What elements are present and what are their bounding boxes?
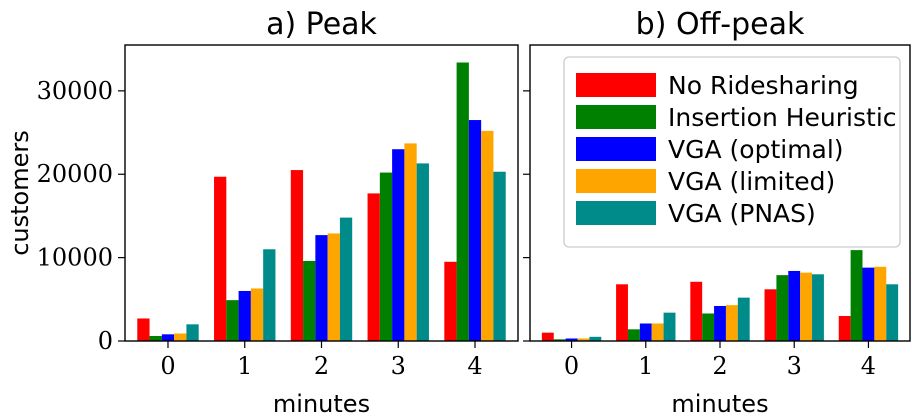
legend-swatch [576, 105, 656, 129]
x-tick-label-peak: 1 [237, 352, 252, 380]
bar-peak-vga-pnas-2 [339, 217, 353, 341]
bar-peak-insertion-heuristic-2 [303, 260, 316, 341]
bar-peak-vga-optimal-2 [315, 235, 328, 341]
bar-off-peak-vga-optimal-2 [714, 305, 726, 341]
chart-title-off-peak: b) Off-peak [636, 7, 805, 42]
bar-off-peak-insertion-heuristic-2 [702, 313, 715, 341]
legend-swatch [576, 201, 656, 225]
bar-peak-vga-limited-4 [481, 130, 494, 341]
bar-off-peak-vga-pnas-2 [737, 297, 750, 341]
legend: No Ridesharing Insertion Heuristic VGA (op… [563, 56, 901, 248]
bar-peak-no-ridesharing-3 [367, 193, 380, 341]
bar-peak-vga-limited-2 [327, 233, 340, 341]
legend-entry-label: No Ridesharing [668, 71, 859, 100]
y-tick-label-peak: 30000 [37, 77, 113, 105]
y-tick-label-peak: 0 [98, 327, 113, 355]
y-axis-label-peak: customers [6, 130, 34, 256]
bar-off-peak-vga-limited-2 [725, 305, 738, 341]
bar-off-peak-vga-optimal-1 [639, 323, 652, 341]
legend-entry-label: VGA (optimal) [668, 135, 844, 164]
bar-off-peak-no-ridesharing-3 [764, 289, 777, 341]
bar-peak-vga-pnas-4 [493, 171, 506, 341]
bar-off-peak-vga-pnas-4 [886, 284, 899, 341]
legend-entry-label: Insertion Heuristic [668, 103, 897, 132]
panel-peak: 0 10000 20000 30000 0 1 2 3 4 a) Peak minutes custo… [6, 7, 519, 418]
legend-swatch [576, 169, 656, 193]
bar-off-peak-insertion-heuristic-1 [627, 329, 640, 341]
x-tick-label-peak: 4 [467, 352, 482, 380]
bar-off-peak-vga-pnas-1 [663, 312, 676, 341]
bar-off-peak-vga-limited-1 [651, 323, 664, 341]
panel-off-peak: 0 1 2 3 4 b) Off-peak minutes No Ridesharing Ins… [523, 7, 911, 418]
bar-peak-vga-limited-0 [174, 333, 187, 341]
bar-off-peak-vga-optimal-0 [565, 338, 578, 341]
bar-peak-vga-limited-1 [250, 288, 264, 341]
bar-off-peak-no-ridesharing-1 [616, 284, 628, 341]
bar-off-peak-vga-limited-0 [577, 338, 590, 341]
bar-peak-vga-limited-3 [404, 143, 417, 341]
bar-off-peak-vga-optimal-4 [862, 267, 875, 341]
bar-off-peak-no-ridesharing-0 [541, 332, 554, 341]
chart-title-peak: a) Peak [266, 7, 377, 42]
bar-peak-no-ridesharing-1 [214, 176, 227, 341]
bar-off-peak-vga-limited-3 [800, 272, 813, 341]
x-tick-label-off-peak: 3 [787, 352, 802, 380]
bar-peak-vga-pnas-0 [186, 324, 199, 341]
bar-off-peak-insertion-heuristic-3 [776, 275, 789, 341]
bar-peak-insertion-heuristic-4 [456, 62, 469, 341]
bar-peak-insertion-heuristic-0 [149, 336, 162, 341]
x-tick-label-off-peak: 1 [638, 352, 653, 380]
legend-swatch [576, 137, 656, 161]
x-tick-label-off-peak: 0 [564, 352, 579, 380]
bar-peak-insertion-heuristic-1 [226, 300, 239, 341]
x-axis-label-off-peak: minutes [671, 390, 768, 418]
legend-entry-label: VGA (limited) [668, 167, 835, 196]
bar-peak-no-ridesharing-2 [290, 170, 304, 341]
bar-peak-vga-pnas-3 [416, 163, 429, 341]
bar-off-peak-insertion-heuristic-4 [850, 250, 863, 341]
y-tick-label-peak: 20000 [37, 160, 113, 188]
y-tick-label-peak: 10000 [37, 244, 113, 272]
bar-off-peak-vga-limited-4 [874, 266, 887, 341]
bar-off-peak-vga-pnas-0 [589, 336, 602, 341]
bar-peak-vga-optimal-1 [238, 290, 251, 341]
bar-off-peak-insertion-heuristic-0 [553, 339, 566, 341]
bar-off-peak-no-ridesharing-2 [690, 281, 703, 341]
x-tick-label-peak: 3 [391, 352, 406, 380]
bar-peak-insertion-heuristic-3 [379, 172, 393, 341]
bar-off-peak-vga-optimal-3 [788, 270, 801, 341]
x-tick-label-off-peak: 4 [861, 352, 876, 380]
x-tick-label-peak: 0 [160, 352, 175, 380]
legend-entry-label: VGA (PNAS) [668, 199, 816, 228]
bar-off-peak-vga-pnas-3 [812, 274, 824, 341]
bar-peak-vga-optimal-0 [161, 334, 175, 341]
bar-peak-vga-optimal-3 [392, 149, 405, 341]
bar-peak-no-ridesharing-0 [137, 318, 150, 341]
bar-peak-vga-optimal-4 [468, 120, 482, 341]
bar-peak-no-ridesharing-4 [444, 261, 457, 341]
x-axis-label-peak: minutes [273, 390, 370, 418]
legend-swatch [576, 73, 656, 97]
x-tick-label-off-peak: 2 [712, 352, 727, 380]
bar-peak-vga-pnas-1 [263, 249, 276, 341]
legend-box [563, 56, 901, 248]
bar-off-peak-no-ridesharing-4 [838, 315, 851, 341]
x-tick-label-peak: 2 [314, 352, 329, 380]
